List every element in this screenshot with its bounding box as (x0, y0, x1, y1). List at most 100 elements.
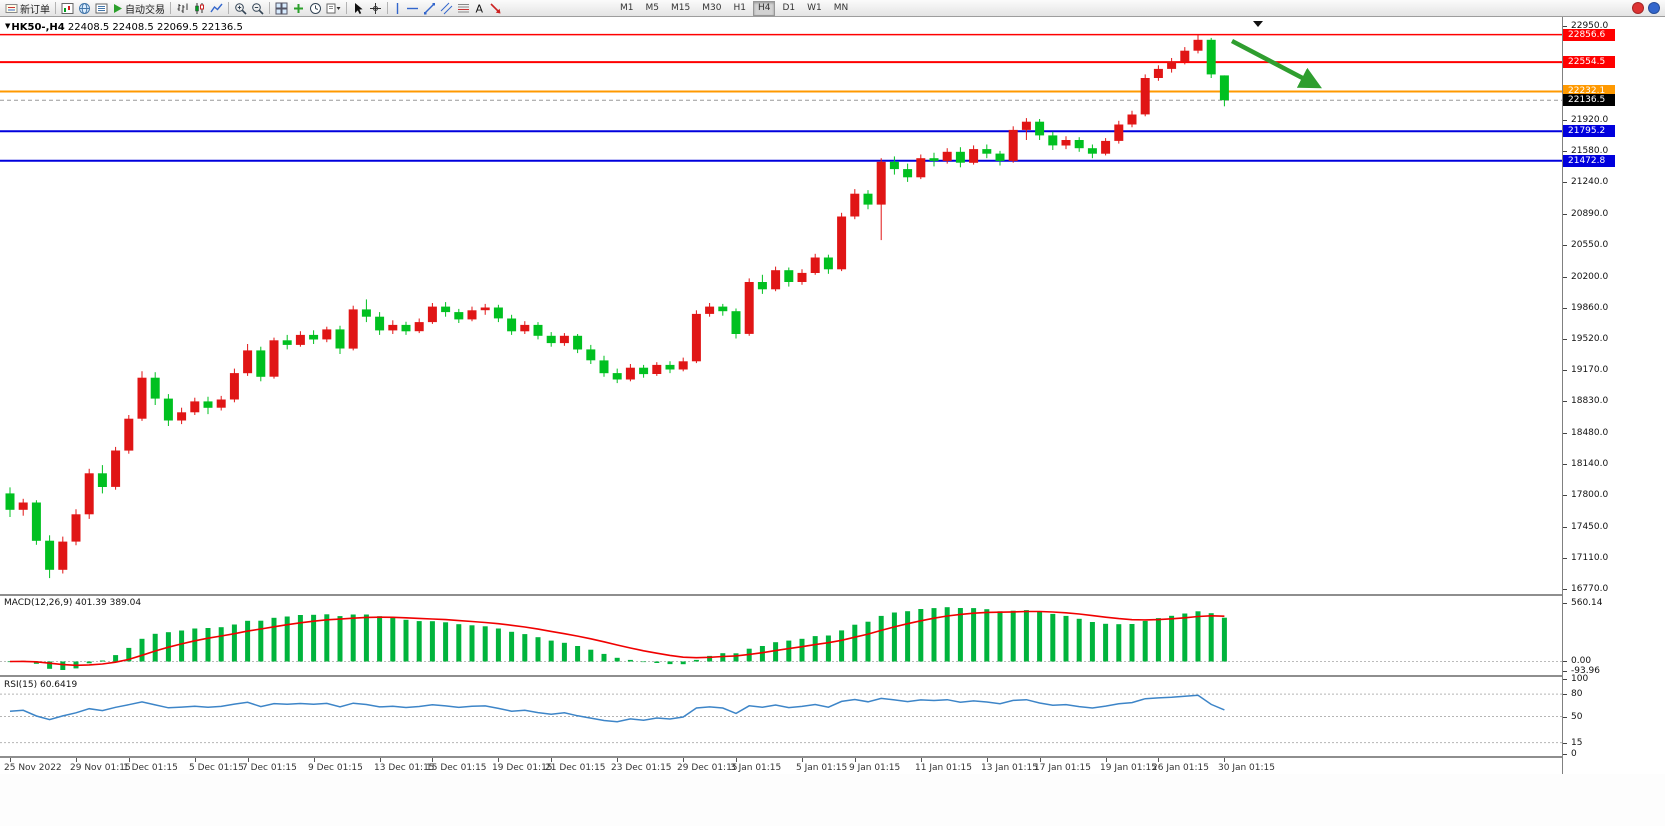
market-watch-button[interactable] (93, 1, 110, 16)
price-axis-tick: 17110.0 (1571, 553, 1609, 563)
time-axis-label: 30 Jan 01:15 (1218, 763, 1275, 773)
price-axis-tick: 22950.0 (1571, 21, 1609, 31)
rsi-axis-tick: 0 (1571, 749, 1577, 759)
channel-button[interactable] (438, 1, 455, 16)
text-tool-icon: A (474, 2, 485, 15)
toolbar-separator (170, 2, 171, 14)
trendline-icon (423, 2, 436, 15)
horizontal-lines (0, 33, 1562, 162)
tile-windows-button[interactable] (273, 1, 290, 16)
pane-separator[interactable] (0, 756, 1665, 758)
symbol-caret-icon[interactable]: ▼ (5, 22, 11, 30)
rsi-pane[interactable] (0, 677, 1562, 756)
zoom-out-button[interactable] (249, 1, 266, 16)
pane-separator[interactable] (0, 675, 1665, 677)
bar-chart-button[interactable] (174, 1, 191, 16)
time-axis-label: 26 Jan 01:15 (1152, 763, 1209, 773)
time-axis-label: 13 Jan 01:15 (981, 763, 1038, 773)
price-axis-label: 21795.2 (1563, 125, 1615, 137)
horizontal-line-button[interactable] (404, 1, 421, 16)
time-axis[interactable]: 25 Nov 2022 29 Nov 01:15 1 Dec 01:15 5 Dec … (0, 758, 1562, 774)
macd-signal-value: 389.04 (109, 598, 142, 608)
cursor-button[interactable] (350, 1, 367, 16)
autotrading-button[interactable]: 自动交易 (110, 1, 167, 16)
indicators-button[interactable] (290, 1, 307, 16)
main-chart-pane[interactable] (0, 17, 1562, 594)
price-axis-tick: 19520.0 (1571, 334, 1609, 344)
zoom-out-icon (251, 2, 264, 15)
help-icon[interactable] (1648, 2, 1660, 14)
profiles-icon (78, 2, 91, 15)
price-axis-label: 22856.6 (1563, 29, 1615, 41)
fibonacci-button[interactable] (455, 1, 472, 16)
chart-ohlc-info: ▼HK50-,H4 22408.5 22408.5 22069.5 22136.… (5, 22, 243, 33)
macd-signal-line (9, 610, 1225, 667)
time-axis-label: 7 Dec 01:15 (242, 763, 297, 773)
price-axis-tick: 21920.0 (1571, 115, 1609, 125)
price-axis-tick: 16770.0 (1571, 584, 1609, 594)
price-axis[interactable]: 22950.0 21920.0 21580.0 21240.0 20890.0 20550… (1562, 17, 1665, 774)
timeframes-clock-button[interactable] (307, 1, 324, 16)
timeframe-button-m15[interactable]: M15 (671, 2, 691, 13)
community-icon[interactable] (1632, 2, 1644, 14)
macd-name: MACD(12,26,9) (4, 598, 73, 608)
pane-separator[interactable] (0, 594, 1665, 596)
timeframe-button-m1[interactable]: M1 (620, 2, 634, 13)
autotrading-label: 自动交易 (125, 4, 165, 16)
price-axis-tick: 18140.0 (1571, 459, 1609, 469)
vertical-line-button[interactable] (391, 1, 404, 16)
rsi-axis-tick: 50 (1571, 712, 1583, 722)
price-axis-label: 22136.5 (1563, 94, 1615, 106)
time-axis-label: 25 Nov 2022 (4, 763, 62, 773)
time-axis-label: 9 Dec 01:15 (308, 763, 363, 773)
zoom-in-icon (234, 2, 247, 15)
clock-icon (309, 2, 322, 15)
vertical-line-icon (393, 2, 402, 15)
line-chart-icon (210, 2, 223, 15)
price-axis-tick: 17800.0 (1571, 490, 1609, 500)
time-axis-label: 19 Dec 01:15 (492, 763, 553, 773)
line-chart-button[interactable] (208, 1, 225, 16)
timeframe-button-w1[interactable]: W1 (807, 2, 822, 13)
timeframe-button-h1[interactable]: H1 (733, 2, 746, 13)
macd-pane[interactable] (0, 596, 1562, 675)
price-axis-tick: 17450.0 (1571, 522, 1609, 532)
chart-window[interactable]: ▼HK50-,H4 22408.5 22408.5 22069.5 22136.… (0, 17, 1665, 774)
price-axis-tick: 21580.0 (1571, 146, 1609, 156)
zoom-in-button[interactable] (232, 1, 249, 16)
profiles-button[interactable] (76, 1, 93, 16)
trend-arrow-annotation[interactable] (1230, 39, 1322, 89)
price-axis-tick: 20550.0 (1571, 240, 1609, 250)
new-order-button[interactable]: 新订单 (3, 1, 52, 16)
chart-window-button[interactable] (59, 1, 76, 16)
timeframe-button-m30[interactable]: M30 (702, 2, 722, 13)
toolbar-separator (387, 2, 388, 14)
time-axis-label: 5 Dec 01:15 (189, 763, 244, 773)
candlestick-button[interactable] (191, 1, 208, 16)
text-tool-button[interactable]: A (472, 1, 487, 16)
tile-windows-icon (275, 2, 288, 15)
symbol-label: HK50-,H4 (11, 22, 65, 33)
crosshair-button[interactable] (367, 1, 384, 16)
time-axis-label: 11 Jan 01:15 (915, 763, 972, 773)
candlestick-icon (193, 2, 206, 15)
indicators-plus-icon (292, 2, 305, 15)
timeframe-button-d1[interactable]: D1 (782, 2, 796, 13)
chart-shift-marker[interactable] (1253, 21, 1263, 27)
fibonacci-icon (457, 2, 470, 15)
time-axis-label: 13 Dec 01:15 (374, 763, 435, 773)
macd-axis-tick: 560.14 (1571, 598, 1603, 608)
templates-button[interactable] (324, 1, 343, 16)
rsi-axis-tick: 15 (1571, 738, 1583, 748)
timeframe-button-m5[interactable]: M5 (645, 2, 660, 13)
timeframe-button-h4[interactable]: H4 (752, 0, 776, 16)
timeframe-button-mn[interactable]: MN (833, 2, 849, 13)
price-axis-label: 21472.8 (1563, 155, 1615, 167)
trendline-button[interactable] (421, 1, 438, 16)
time-axis-label: 29 Dec 01:15 (677, 763, 738, 773)
time-axis-label: 9 Jan 01:15 (849, 763, 901, 773)
timeframe-toolbar: M1 M5 M15 M30 H1 H4 D1 W1 MN (614, 0, 854, 16)
time-axis-label: 5 Jan 01:15 (796, 763, 848, 773)
rsi-name: RSI(15) (4, 680, 38, 690)
arrow-tool-button[interactable] (487, 1, 504, 16)
